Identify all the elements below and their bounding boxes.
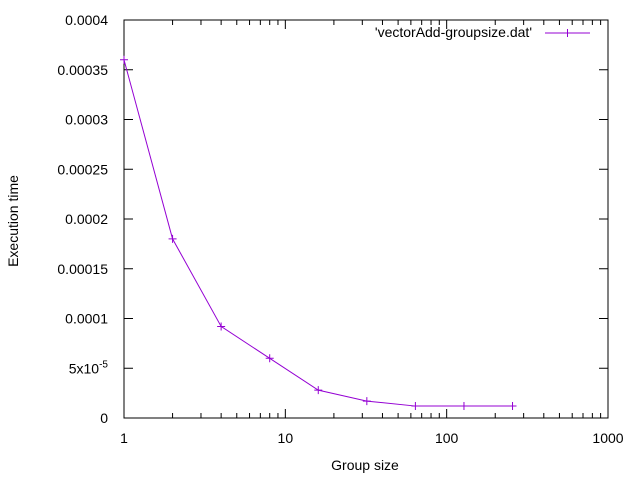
y-tick-label: 0.00035 xyxy=(57,62,108,78)
data-point-marker xyxy=(265,354,274,363)
x-tick-label: 10 xyxy=(278,430,294,446)
y-tick-labels: 0 5x10-5 0.0001 0.00015 0.0002 0.00025 0.0003 0… xyxy=(57,12,108,426)
data-point-marker xyxy=(217,322,226,331)
y-axis-title: Execution time xyxy=(5,175,21,267)
legend-label: 'vectorAdd-groupsize.dat' xyxy=(375,24,532,40)
x-tick-labels: 1 10 100 1000 xyxy=(120,430,624,446)
axis-ticks xyxy=(123,19,609,419)
legend: 'vectorAdd-groupsize.dat' xyxy=(375,24,590,40)
series-line xyxy=(123,59,513,407)
y-tick-label: 5x10-5 xyxy=(69,359,109,376)
x-tick-label: 100 xyxy=(435,430,459,446)
data-point-marker xyxy=(411,402,420,411)
data-point-marker xyxy=(314,386,323,395)
data-point-marker xyxy=(120,55,128,64)
y-tick-label: 0 xyxy=(100,410,108,426)
x-axis-title: Group size xyxy=(331,457,399,473)
y-tick-label: 0.0004 xyxy=(65,12,108,28)
x-tick-label: 1 xyxy=(120,430,128,446)
y-tick-label: 0.00025 xyxy=(57,161,108,177)
series-layer xyxy=(120,55,517,411)
data-point-marker xyxy=(508,402,517,411)
y-tick-label: 0.0001 xyxy=(65,311,108,327)
data-point-marker xyxy=(362,397,371,406)
x-tick-label: 1000 xyxy=(592,430,623,446)
y-tick-label: 0.00015 xyxy=(57,261,108,277)
plot-frame xyxy=(123,19,609,419)
y-tick-label: 0.0003 xyxy=(65,112,108,128)
data-point-marker xyxy=(168,234,177,243)
legend-marker-sample xyxy=(563,29,572,37)
y-tick-label: 0.0002 xyxy=(65,211,108,227)
data-point-marker xyxy=(459,402,468,411)
